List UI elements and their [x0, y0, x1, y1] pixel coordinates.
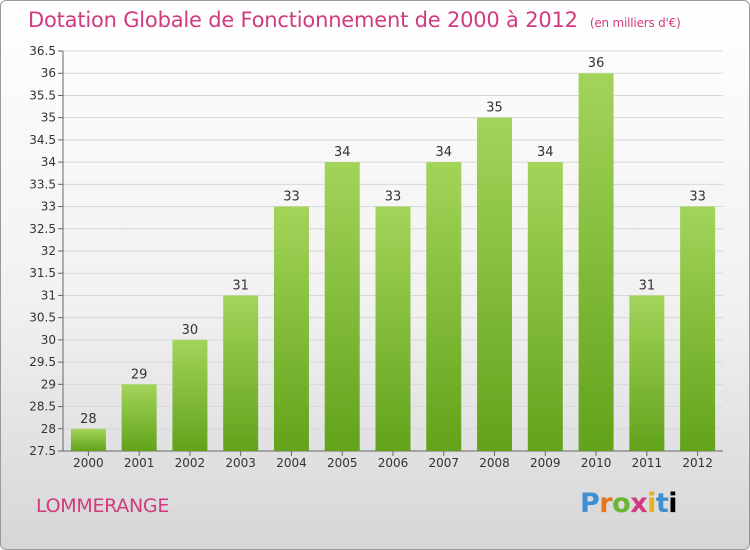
- bar: [273, 206, 309, 451]
- x-tick-label: 2006: [378, 456, 409, 470]
- x-tick-label: 2012: [682, 456, 713, 470]
- data-label: 33: [385, 190, 402, 205]
- y-tick-label: 32.5: [29, 222, 56, 236]
- x-tick-label: 2008: [479, 456, 510, 470]
- bar: [70, 428, 106, 451]
- bar: [223, 295, 259, 451]
- data-label: 30: [182, 323, 199, 338]
- x-tick-labels: 2000 2001 2002 2003 2004 2005 2006 2007 2008 2009…: [73, 451, 713, 470]
- data-label: 28: [80, 412, 97, 427]
- x-tick-label: 2004: [276, 456, 307, 470]
- y-tick-label: 29.5: [29, 355, 56, 369]
- bars: [70, 73, 716, 452]
- bar: [477, 117, 513, 452]
- y-tick-labels: 27.5 28 28.5 29 29.5 30 30.5 31 31.5 32 32.5 33 33.5…: [29, 44, 56, 458]
- y-tick-label: 30.5: [29, 311, 56, 325]
- x-tick-label: 2003: [225, 456, 256, 470]
- y-tick-label: 36: [41, 66, 56, 80]
- y-tick-label: 30: [41, 333, 56, 347]
- commune-name: LOMMERANGE: [36, 495, 170, 517]
- data-label: 31: [232, 278, 249, 293]
- bar: [629, 295, 665, 451]
- x-tick-label: 2011: [632, 456, 663, 470]
- bar: [324, 162, 360, 451]
- y-tick-label: 36.5: [29, 44, 56, 58]
- bar: [680, 206, 716, 451]
- bar: [172, 339, 208, 451]
- y-tick-label: 35.5: [29, 88, 56, 102]
- x-tick-label: 2009: [530, 456, 561, 470]
- data-label: 34: [537, 145, 554, 160]
- x-tick-label: 2010: [581, 456, 612, 470]
- x-tick-label: 2002: [175, 456, 206, 470]
- data-label: 34: [435, 145, 452, 160]
- proxiti-logo: Proxiti: [580, 488, 678, 519]
- x-tick-label: 2000: [73, 456, 104, 470]
- data-label: 34: [334, 145, 351, 160]
- x-tick-label: 2007: [428, 456, 459, 470]
- x-tick-label: 2005: [327, 456, 358, 470]
- data-label: 29: [131, 367, 148, 382]
- data-labels: 28 29 30 31 33 34 33 34 35 34 36 31 33: [80, 56, 706, 427]
- y-tick-label: 33: [41, 200, 56, 214]
- data-label: 31: [639, 278, 656, 293]
- y-tick-label: 29: [41, 377, 56, 391]
- data-label: 36: [588, 56, 605, 71]
- y-tick-label: 35: [41, 111, 56, 125]
- y-tick-label: 31: [41, 288, 56, 302]
- y-tick-label: 34: [41, 155, 56, 169]
- bar: [426, 162, 462, 451]
- y-tick-label: 34.5: [29, 133, 56, 147]
- y-tick-label: 27.5: [29, 444, 56, 458]
- y-tick-label: 32: [41, 244, 56, 258]
- y-tick-label: 28: [41, 422, 56, 436]
- y-tick-label: 31.5: [29, 266, 56, 280]
- bar: [578, 73, 614, 451]
- data-label: 33: [283, 190, 300, 205]
- bar: [375, 206, 411, 451]
- data-label: 35: [486, 101, 503, 116]
- x-tick-label: 2001: [124, 456, 155, 470]
- bar: [121, 384, 157, 451]
- unit-label: (en milliers d'€): [589, 16, 681, 30]
- y-tick-label: 33.5: [29, 177, 56, 191]
- chart-title: Dotation Globale de Fonctionnement de 20…: [28, 8, 681, 32]
- bar: [527, 162, 563, 451]
- data-label: 33: [689, 190, 706, 205]
- y-tick-label: 28.5: [29, 400, 56, 414]
